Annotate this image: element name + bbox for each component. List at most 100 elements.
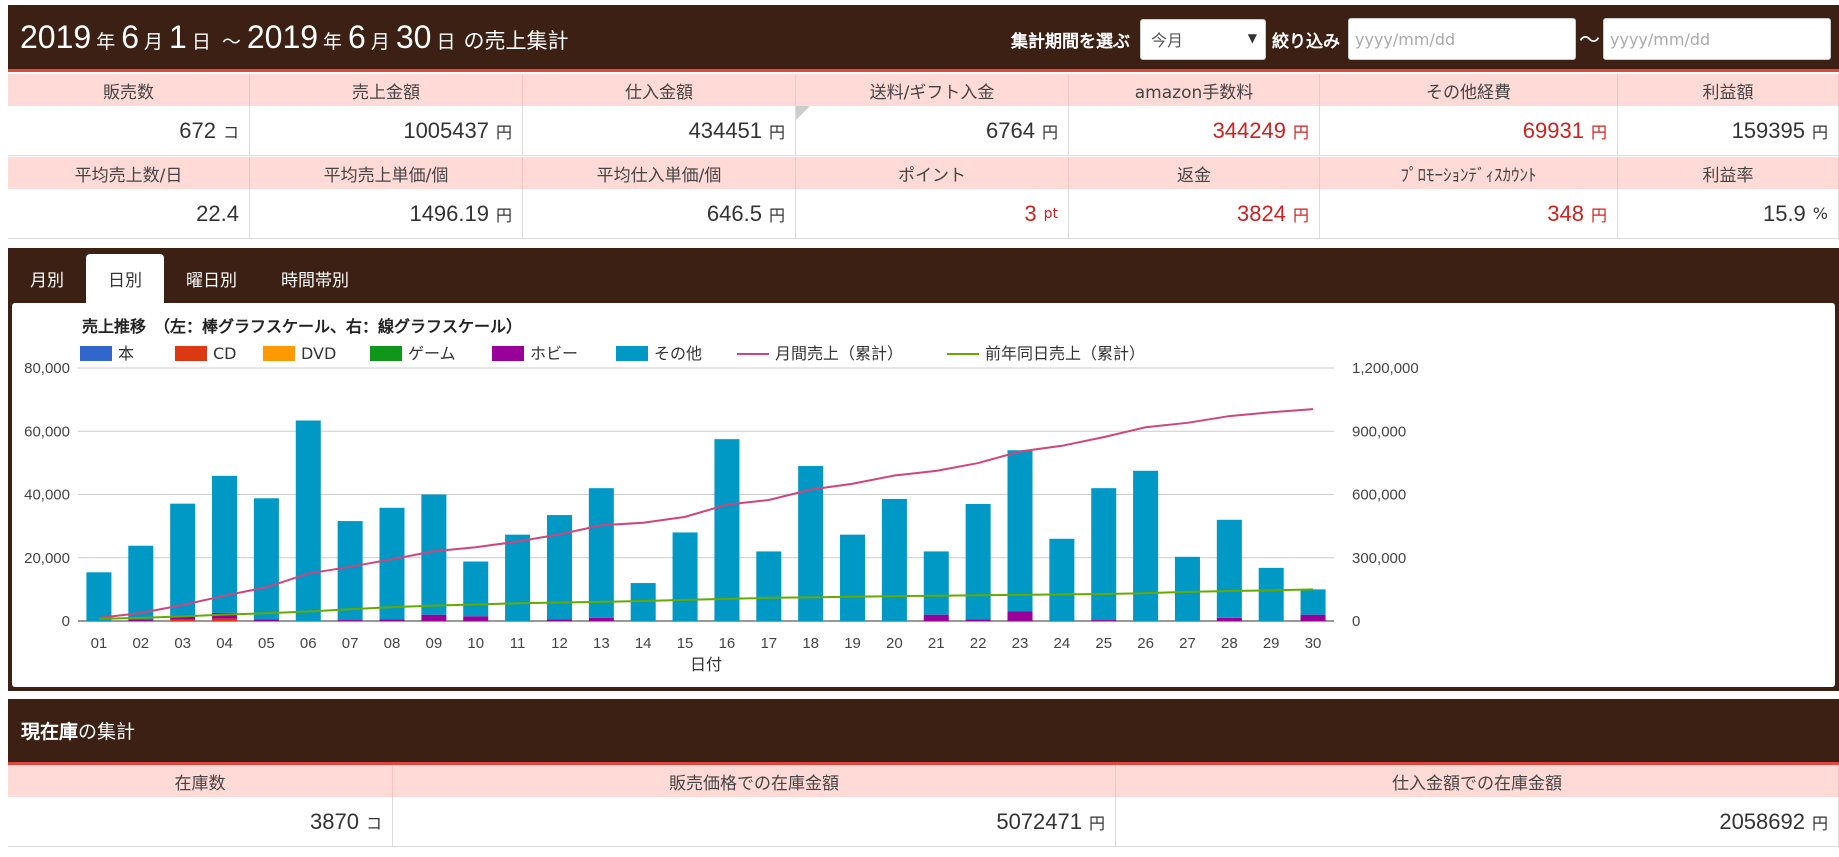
legend-label: その他 [654,344,702,363]
tab-daily[interactable]: 日別 [86,254,164,303]
period-select-label: 集計期間を選ぶ [1011,31,1130,52]
x-tick-label: 24 [1054,635,1071,652]
bar-segment [965,503,991,620]
bar-segment [1300,614,1326,621]
date-separator: ～ [1579,28,1600,52]
start-day: 1 [169,18,187,55]
date-from-input[interactable]: yyyy/mm/dd [1348,18,1576,60]
x-tick-label: 19 [844,635,861,652]
stock-summary-header: 現在庫 の集計 [8,699,1839,765]
end-year: 2019 [246,18,319,55]
chart-tabs: 月別 日別 曜日別 時間帯別 [8,248,371,303]
bar-segment [672,532,698,621]
y2-tick-label: 900,000 [1352,423,1406,440]
summary-value: 348 円 [1320,189,1618,239]
summary-unit: 円 [1590,205,1607,225]
period-select-value: 今月 [1151,31,1184,50]
summary-unit: 円 [768,205,785,225]
stock-value: 5072471 円 [393,797,1116,847]
chart-title: 売上推移 （左：棒グラフスケール、右：線グラフスケール） [82,317,522,336]
summary-value: 159395 円 [1618,106,1839,156]
summary-label: 送料/ギフト入金 [796,74,1069,106]
summary-value: 3 pt [796,189,1069,239]
summary-unit: コ [222,122,239,142]
tab-hourly[interactable]: 時間帯別 [281,271,349,291]
x-tick-label: 16 [719,635,736,652]
x-tick-label: 01 [91,635,108,652]
title-suffix: の売上集計 [463,28,569,53]
x-tick-label: 08 [384,635,401,652]
summary-unit: % [1812,204,1828,223]
month-label: 月 [144,30,164,53]
tab-monthly[interactable]: 月別 [30,271,64,291]
x-tick-label: 17 [760,635,777,652]
summary-number: 69931 [1522,117,1584,143]
summary-label: 平均売上数/日 [8,157,250,189]
bar-segment [337,521,363,621]
summary-value: 672 コ [8,106,250,156]
month-label: 月 [370,30,390,53]
bar-segment [505,534,531,621]
summary-number: 344249 [1212,117,1286,143]
period-select[interactable]: 今月 ▼ [1140,18,1266,60]
bar-segment [86,572,112,621]
x-tick-label: 15 [677,635,694,652]
y2-tick-label: 0 [1352,613,1360,630]
legend-swatch [263,346,295,361]
summary-value: 6764 円 [796,106,1069,156]
summary-number: 22.4 [196,200,239,226]
bar-segment [1133,470,1159,621]
x-tick-label: 18 [802,635,819,652]
y-tick-label: 0 [62,613,70,630]
y-tick-label: 40,000 [24,487,70,504]
bar-segment [923,551,949,615]
bar-segment [128,619,154,621]
stock-title-rest: の集計 [78,721,136,743]
legend-swatch [175,346,207,361]
bar-segment [128,545,154,620]
stock-label: 販売価格での在庫金額 [393,765,1116,797]
bar-segment [1300,589,1326,615]
bar-segment [253,498,279,620]
filter-label: 絞り込み [1272,31,1340,52]
stock-summary-table: 在庫数 販売価格での在庫金額 仕入金額での在庫金額 3870 コ 5072471 円 2058… [8,765,1839,847]
legend-swatch [616,346,648,361]
summary-unit: 円 [1590,122,1607,142]
stock-number: 3870 [310,808,359,834]
bar-segment [546,515,572,620]
stock-unit: コ [365,813,382,833]
summary-unit: 円 [1292,122,1309,142]
legend-label: 前年同日売上（累計） [985,344,1145,363]
summary-label: 仕入金額 [523,74,796,106]
bar-segment [1216,519,1242,618]
x-tick-label: 27 [1179,635,1196,652]
legend-label: ゲーム [408,344,456,363]
date-to-input[interactable]: yyyy/mm/dd [1603,18,1831,60]
legend-swatch [370,346,402,361]
bar-segment [714,439,740,621]
day-label: 日 [191,30,211,53]
summary-unit: 円 [495,205,512,225]
bar-segment [881,498,907,621]
summary-label: 売上金額 [250,74,523,106]
chart-panel: 月別 日別 曜日別 時間帯別 売上推移 （左：棒グラフスケール、右：線グラフスケール）… [8,248,1839,691]
x-tick-label: 06 [300,635,317,652]
x-tick-label: 02 [132,635,149,652]
summary-number: 15.9 [1762,200,1806,226]
bar-segment [295,420,321,621]
bar-segment [1174,556,1200,621]
tab-weekday[interactable]: 曜日別 [186,271,237,291]
bar-segment [379,507,405,620]
summary-label: amazon手数料 [1069,74,1320,106]
period-controls: 集計期間を選ぶ 今月 ▼ 絞り込み yyyy/mm/dd ～ yyyy/mm/d… [1011,18,1831,60]
bar-segment [170,503,196,617]
x-tick-label: 10 [467,635,484,652]
legend-label: ホビー [530,344,578,363]
x-tick-label: 07 [342,635,359,652]
summary-value: 3824 円 [1069,189,1320,239]
summary-number: 3824 [1237,200,1286,226]
summary-number: 348 [1547,200,1584,226]
summary-value: 22.4 [8,189,250,239]
y-tick-label: 80,000 [24,360,70,377]
x-tick-label: 30 [1305,635,1322,652]
